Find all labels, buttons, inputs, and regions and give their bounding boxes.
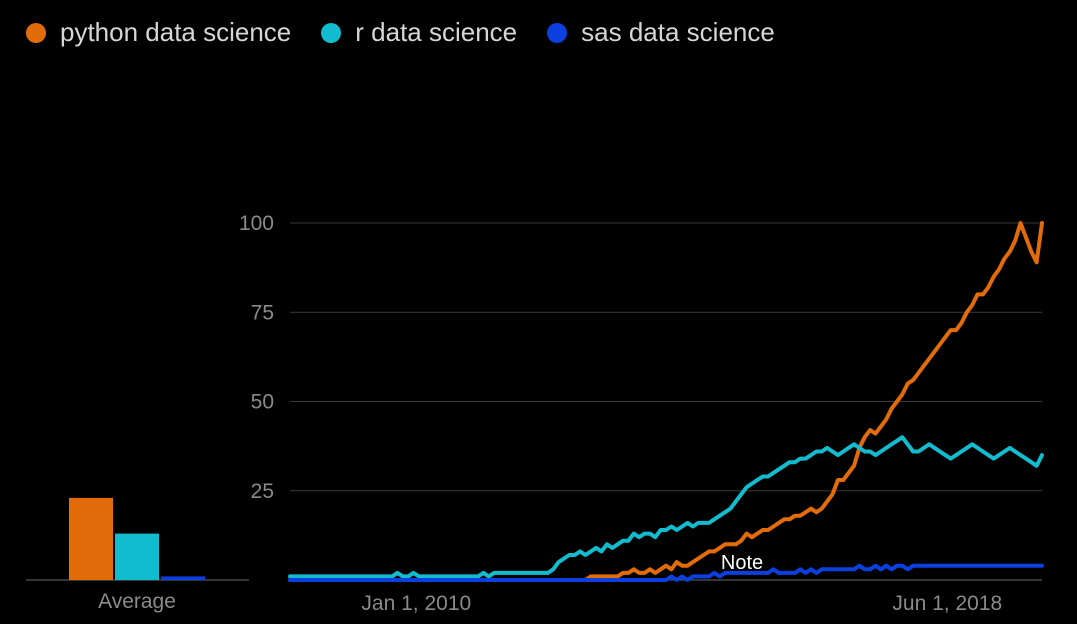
- x-tick-label-0: Jan 1, 2010: [361, 592, 471, 615]
- y-tick-label-25: 25: [251, 480, 274, 503]
- legend-marker-python: [26, 22, 46, 43]
- legend-marker-sas: [547, 22, 568, 43]
- average-bar-1: [115, 533, 159, 580]
- average-bar-0: [69, 497, 113, 580]
- x-tick-label-1: Jun 1, 2018: [892, 592, 1002, 615]
- y-tick-label-100: 100: [239, 212, 274, 235]
- legend-marker-r: [321, 22, 342, 43]
- y-tick-label-50: 50: [251, 391, 274, 414]
- average-bar-2: [161, 576, 205, 580]
- series-line-1: [288, 435, 1044, 579]
- legend-item-sas[interactable]: sas data science: [547, 17, 775, 48]
- average-label: Average: [98, 590, 176, 613]
- legend-item-r[interactable]: r data science: [321, 17, 517, 48]
- legend-item-python[interactable]: python data science: [26, 17, 291, 48]
- legend: python data science r data science sas d…: [26, 17, 775, 48]
- legend-label-python: python data science: [60, 17, 292, 47]
- series-line-2: [288, 563, 1044, 582]
- legend-label-r: r data science: [355, 17, 518, 47]
- annotation-label: Note: [721, 552, 763, 574]
- y-tick-label-75: 75: [251, 301, 274, 324]
- legend-label-sas: sas data science: [581, 17, 775, 47]
